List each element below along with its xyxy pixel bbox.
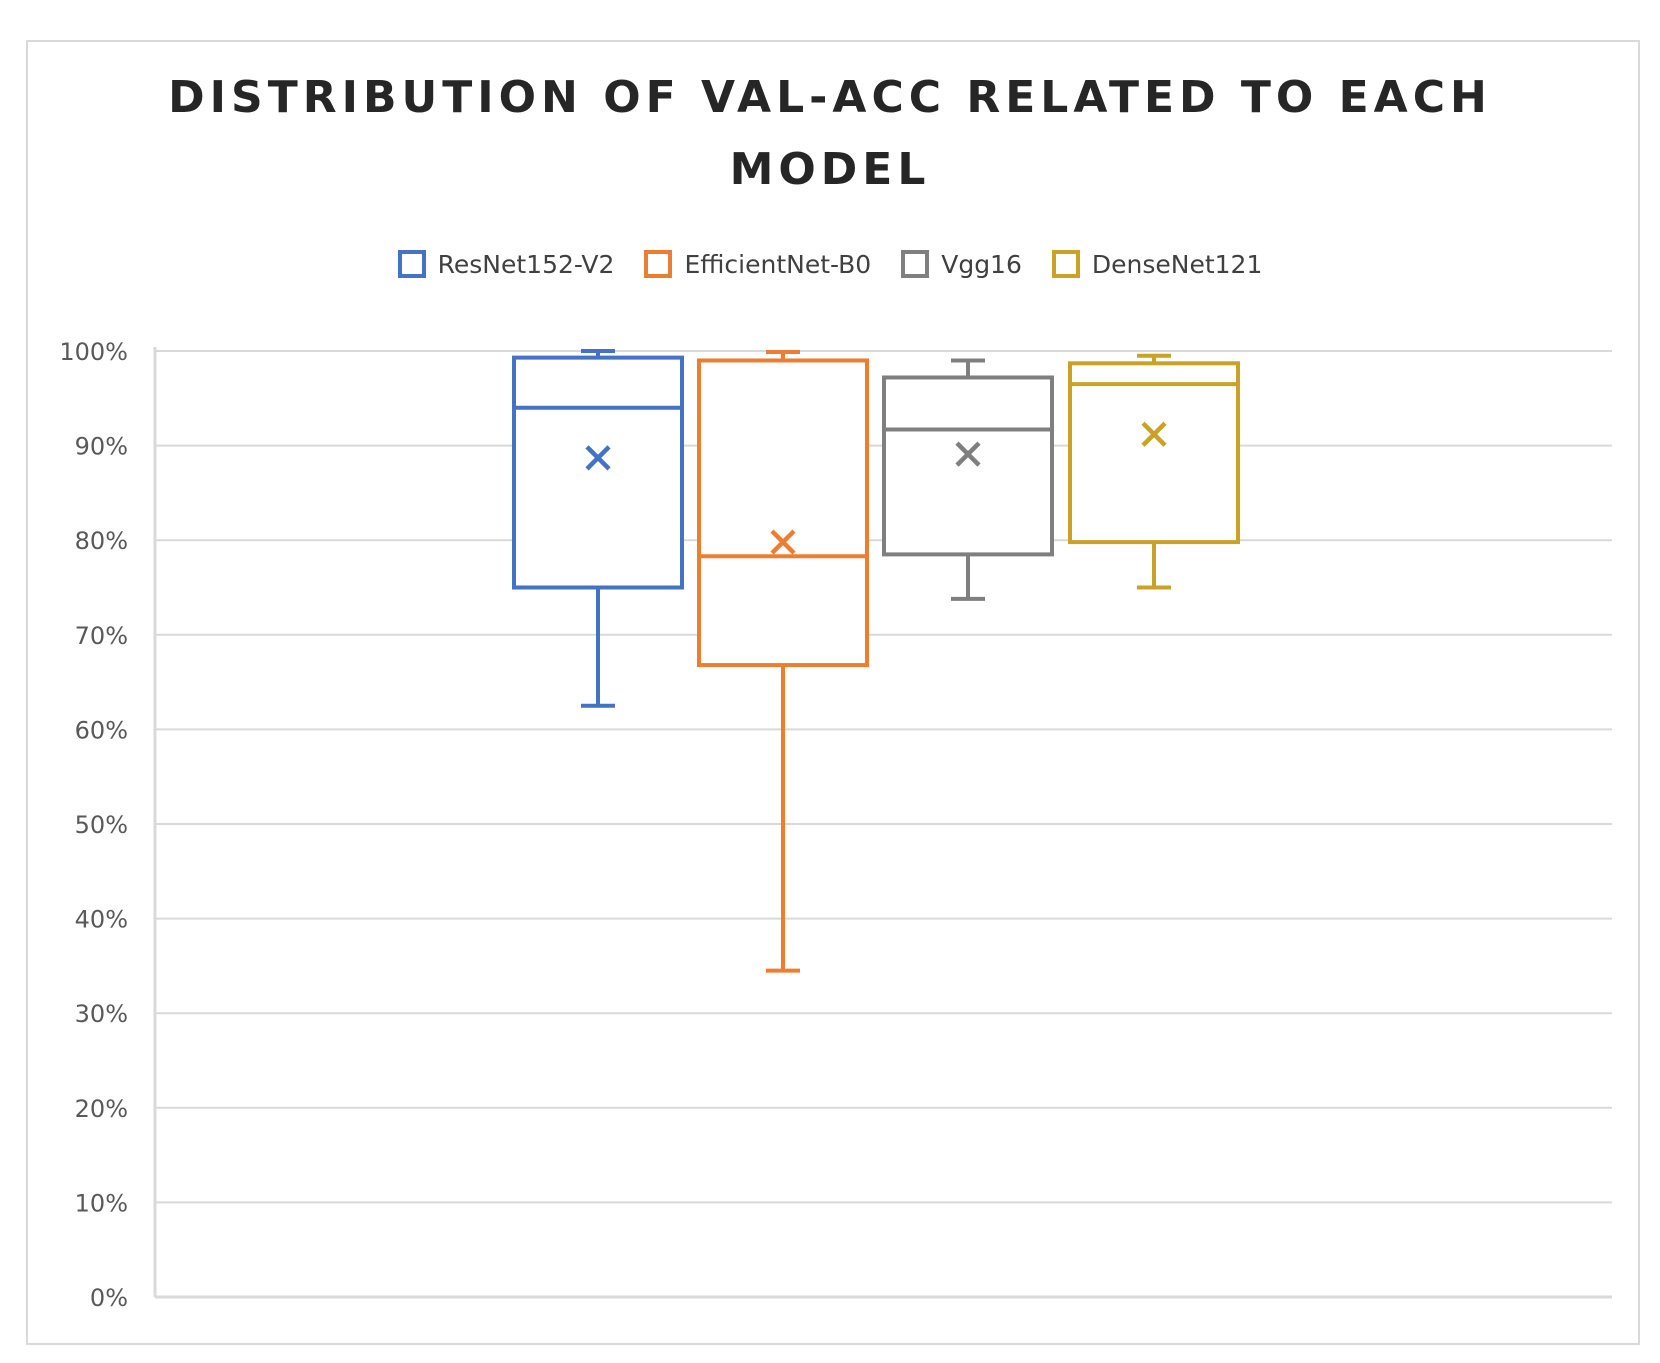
mean-marker [955,441,981,467]
y-tick-label: 50% [75,811,128,839]
iqr-box [697,358,869,668]
legend-label: EfficientNet-B0 [684,249,872,279]
legend-label: Vgg16 [941,249,1022,279]
y-tick-label: 100% [59,338,128,366]
box-2 [697,349,869,973]
box-1 [512,349,684,708]
iqr-box [1068,361,1240,545]
y-tick-label: 70% [75,622,128,650]
legend-swatch [1051,250,1080,278]
y-tick-label: 60% [75,716,128,744]
y-tick-label: 20% [75,1095,128,1123]
y-tick-label: 0% [90,1284,128,1312]
box-4 [1068,353,1240,590]
chart-title: DISTRIBUTION OF VAL-ACC RELATED TO EACH … [168,72,1492,195]
y-tick-label: 30% [75,1000,128,1028]
legend: ResNet152-V2 EfficientNet-B0 Vgg16 DenseNet… [0,246,1660,282]
y-tick-label: 10% [75,1189,128,1217]
legend-item: DenseNet121 [1051,249,1263,279]
legend-label: DenseNet121 [1091,249,1263,279]
mean-marker [1141,421,1167,447]
legend-label: ResNet152-V2 [437,249,615,279]
legend-swatch [644,250,673,278]
iqr-box [882,375,1054,557]
y-tick-label: 90% [75,433,128,461]
legend-item: EfficientNet-B0 [644,250,871,279]
iqr-box [512,355,684,590]
box-3 [882,358,1054,601]
mean-marker [770,529,796,555]
y-tick-label: 80% [75,527,128,555]
mean-marker [585,445,611,471]
legend-swatch [901,250,930,278]
legend-item: Vgg16 [901,250,1022,279]
y-tick-label: 40% [75,906,128,934]
legend-swatch [397,250,426,278]
chart-frame [26,40,1640,1345]
legend-item: ResNet152-V2 [397,249,615,279]
